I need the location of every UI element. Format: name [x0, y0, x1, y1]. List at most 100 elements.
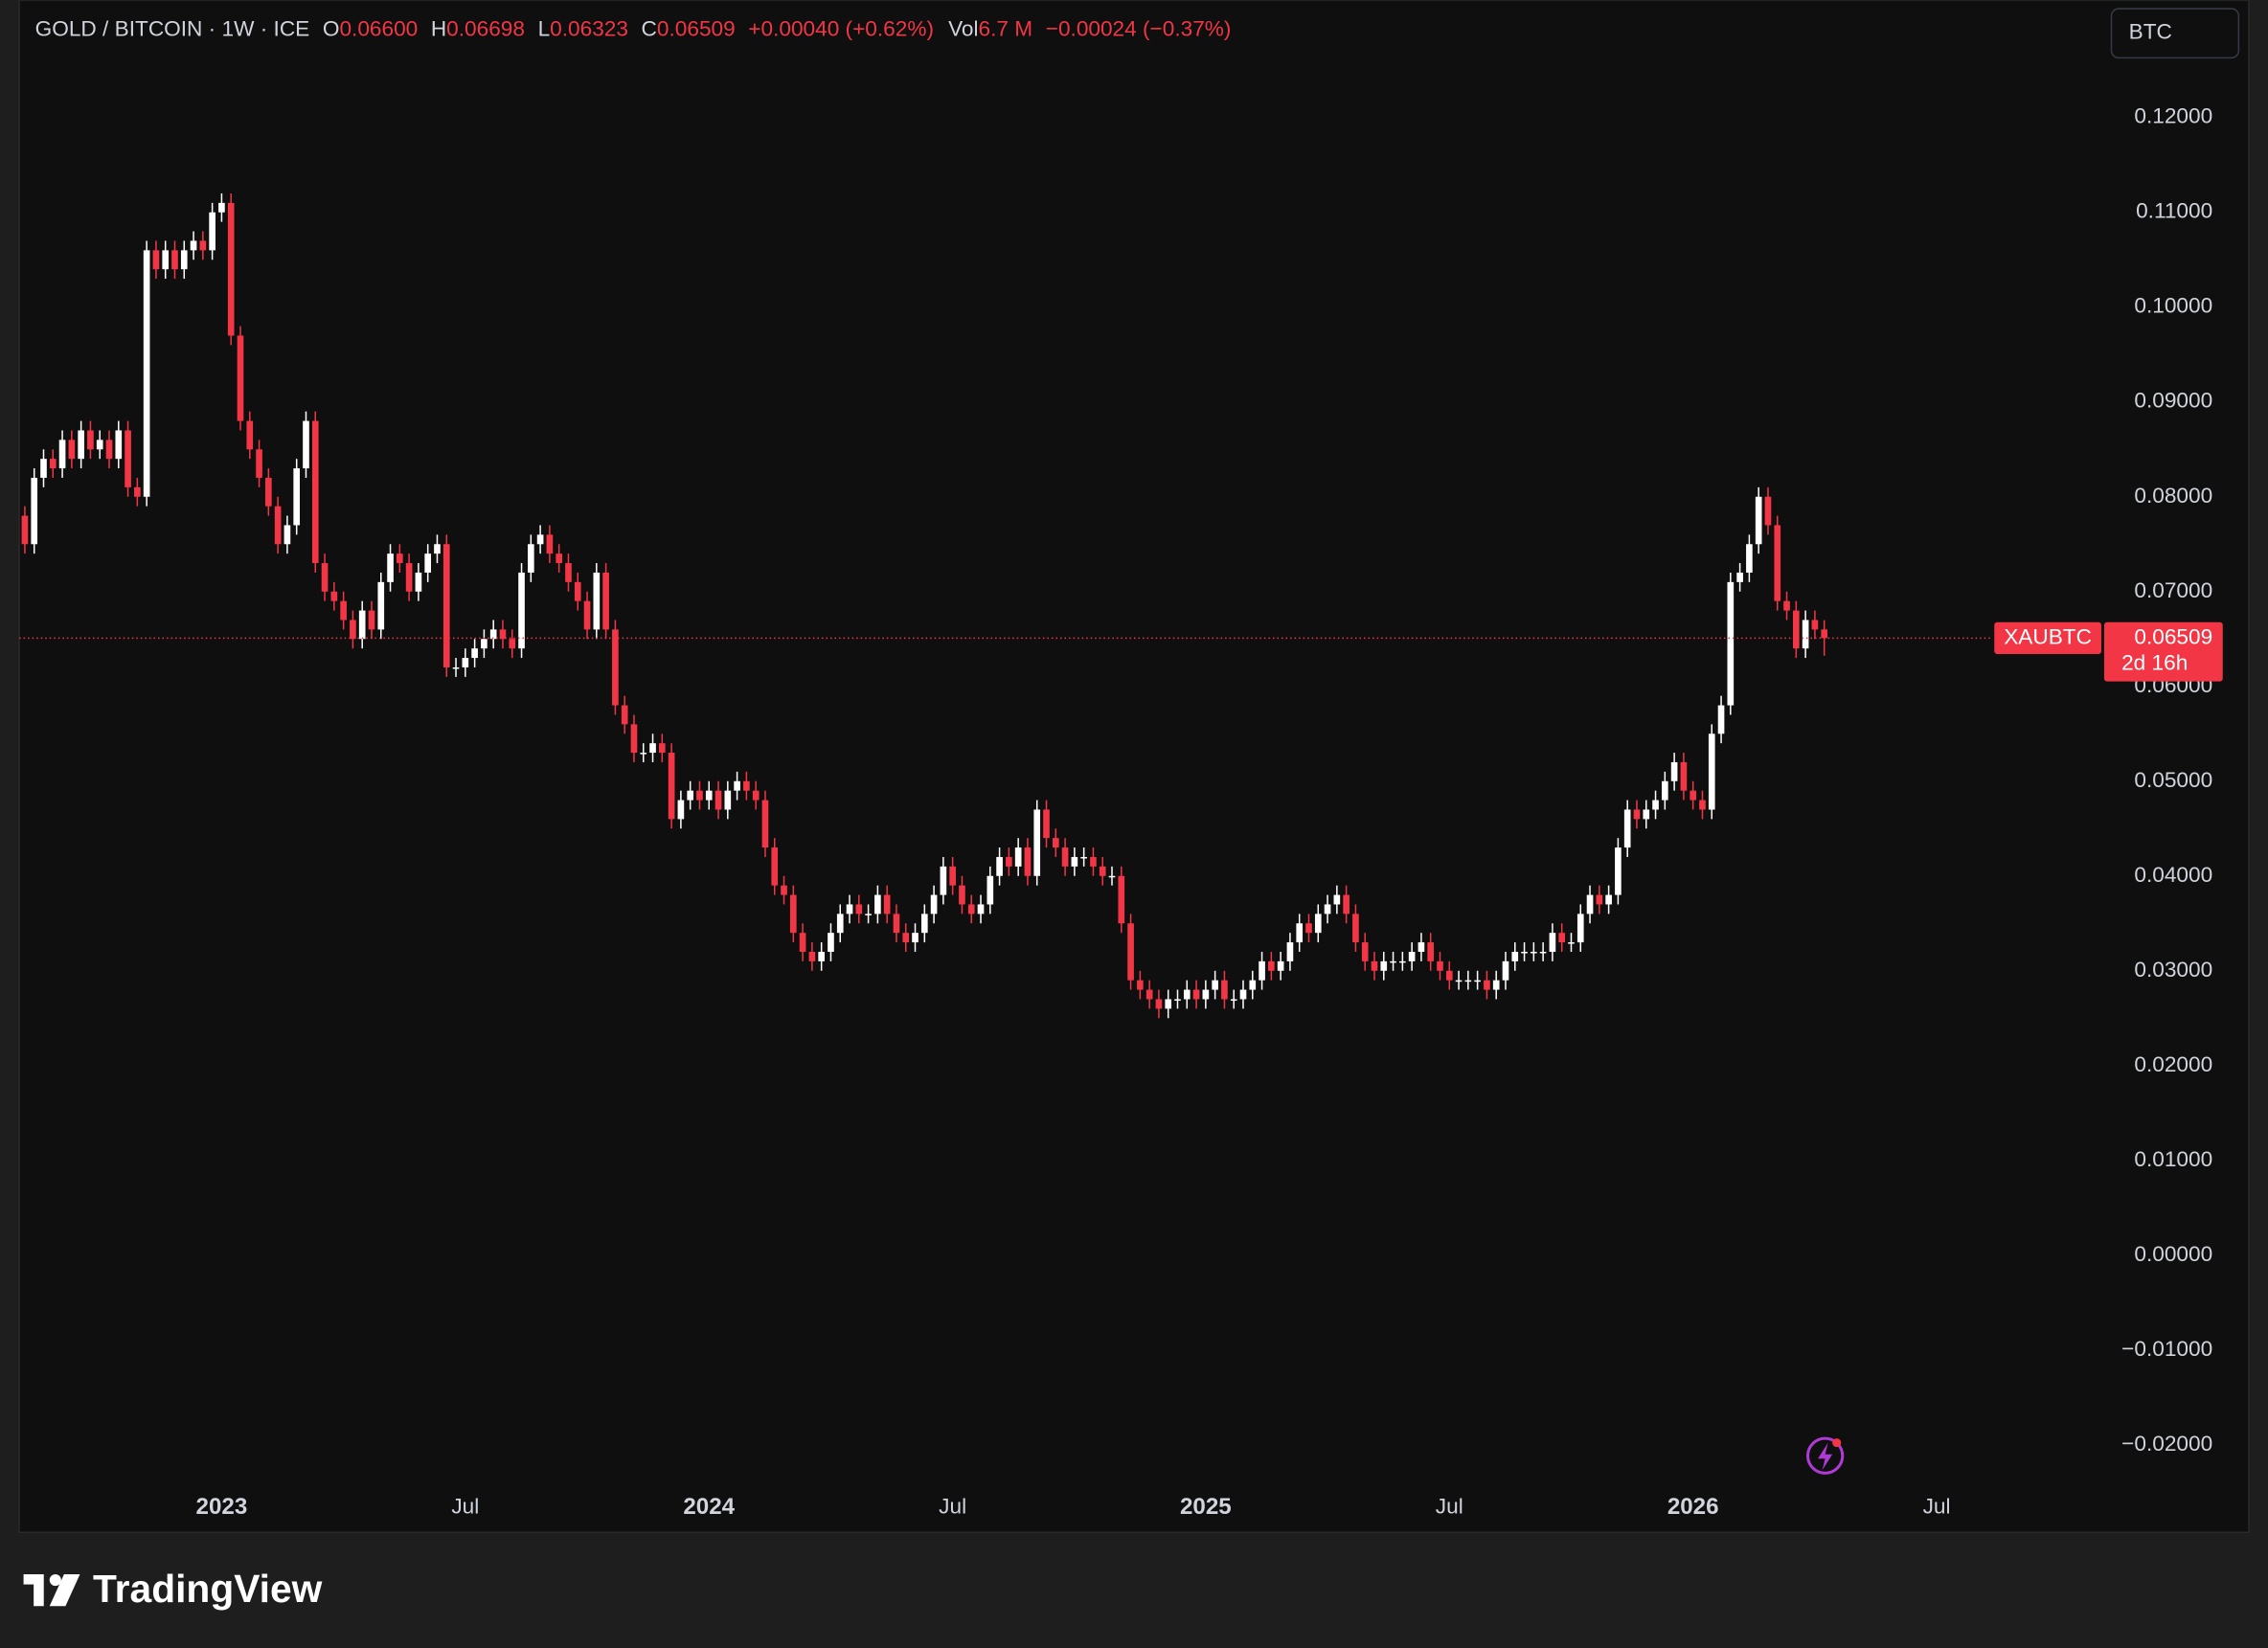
candle-body	[237, 335, 244, 421]
candle-body	[358, 610, 366, 640]
candle-body	[612, 629, 619, 706]
y-tick-label: 0.00000	[2134, 1242, 2212, 1266]
candle-body	[1811, 620, 1819, 630]
candle-body	[1043, 809, 1050, 839]
candle-body	[1427, 942, 1435, 961]
candle-body	[1343, 894, 1349, 914]
candle-body	[1568, 942, 1575, 944]
alert-bolt	[1818, 1442, 1833, 1471]
candle-body	[668, 753, 675, 820]
candle-body	[115, 430, 123, 460]
candle-body	[1033, 809, 1041, 876]
candle-body	[687, 790, 693, 801]
candle-body	[565, 563, 572, 582]
candle-body	[1212, 980, 1218, 990]
candle-body	[152, 250, 160, 270]
alert-ring	[1805, 1436, 1845, 1475]
candle-body	[1324, 904, 1331, 914]
candle-body	[1774, 525, 1781, 601]
candle-body	[31, 477, 38, 545]
candle-body	[481, 639, 488, 649]
logo-dot	[49, 1574, 61, 1587]
candle-body	[1380, 960, 1388, 971]
candle-body	[246, 420, 254, 450]
logo-slash	[49, 1574, 80, 1607]
y-tick-label: 0.02000	[2134, 1052, 2212, 1076]
candle-body	[284, 525, 291, 545]
candle-body	[1633, 809, 1641, 820]
x-tick-label: 2023	[196, 1494, 248, 1520]
candle-body	[293, 468, 301, 526]
candle-body	[256, 449, 262, 478]
candle-body	[68, 440, 76, 460]
candle-body	[1080, 856, 1087, 859]
candle-body	[949, 866, 956, 886]
candle-body	[1539, 951, 1547, 954]
x-tick-label: Jul	[451, 1495, 479, 1519]
candle-body	[761, 800, 769, 848]
candle-body	[1286, 942, 1294, 961]
candle-body	[1390, 960, 1396, 963]
candle-body	[940, 866, 947, 895]
price-tag	[2103, 621, 2223, 682]
candle-body	[1437, 960, 1443, 971]
candle-body	[977, 904, 985, 914]
candle-body	[190, 240, 197, 251]
candle-body	[1764, 496, 1772, 526]
candle-body	[415, 572, 422, 592]
candle-body	[1239, 989, 1247, 1000]
candle-body	[799, 933, 806, 952]
candle-body	[462, 658, 469, 667]
candle-body	[218, 202, 225, 213]
candle-body	[1576, 914, 1584, 943]
candle-body	[1165, 999, 1172, 1009]
candle-body	[330, 591, 338, 601]
candle-body	[789, 894, 797, 934]
candle-body	[574, 581, 581, 601]
legend-value: 0.06509	[657, 17, 736, 41]
candle-body	[1145, 989, 1153, 1000]
candle-body	[724, 790, 732, 810]
candle-body	[1615, 847, 1622, 895]
alert-icon[interactable]	[1805, 1436, 1845, 1475]
candle-body	[1746, 544, 1753, 573]
price-change: +0.00040 (+0.62%)	[748, 17, 934, 41]
candle-body	[125, 430, 131, 487]
candle-body	[1662, 780, 1668, 801]
candle-body	[1230, 999, 1237, 1001]
candle-body	[1071, 856, 1078, 867]
candle-body	[546, 534, 554, 554]
x-tick-label: Jul	[939, 1495, 966, 1519]
candle-body	[509, 639, 516, 649]
candle-body	[405, 563, 413, 592]
candle-body	[1099, 866, 1106, 876]
candle-body	[593, 572, 601, 630]
candle-body	[556, 553, 563, 564]
ticker-label: XAUBTC	[2004, 624, 2092, 648]
candle-body	[1717, 705, 1725, 734]
y-tick-label: 0.07000	[2134, 578, 2212, 602]
candle-body	[920, 914, 928, 934]
x-tick-label: Jul	[1436, 1495, 1463, 1519]
candle-body	[442, 544, 450, 667]
candle-body	[1690, 790, 1697, 801]
currency-button[interactable]	[2110, 8, 2240, 59]
candle-body	[912, 933, 919, 943]
candle-body	[1502, 960, 1509, 981]
candle-body	[1783, 600, 1790, 611]
candle-body	[1549, 933, 1556, 952]
legend-label: L	[538, 17, 551, 41]
candle-body	[1418, 942, 1425, 952]
candle-body	[1183, 989, 1191, 1000]
candle-body	[808, 951, 816, 961]
currency-label[interactable]: BTC	[2129, 20, 2172, 44]
candle-body	[1314, 914, 1322, 934]
candle-body	[1455, 980, 1463, 982]
candle-body	[1521, 951, 1528, 954]
candle-body	[1108, 875, 1116, 878]
candle-body	[518, 572, 525, 649]
candle-body	[180, 250, 188, 270]
candle-body	[865, 914, 872, 915]
candle-body	[1699, 800, 1706, 810]
